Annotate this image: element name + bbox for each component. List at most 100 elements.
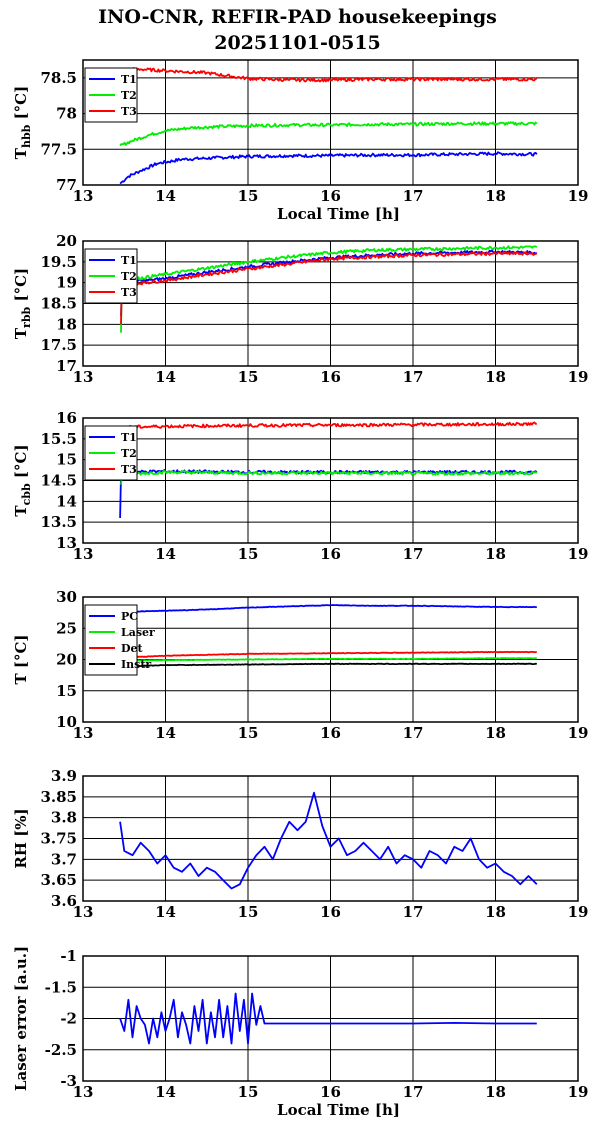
plot-frame [82, 775, 579, 902]
x-tick-label: 14 [155, 903, 176, 921]
x-tick-label: 15 [238, 187, 259, 205]
series-line-t1 [119, 468, 538, 519]
series-line-pc [119, 604, 537, 614]
y-tick-label: 77.5 [40, 140, 77, 158]
x-tick-label: 15 [238, 545, 259, 563]
legend-label-t2: T2 [121, 447, 137, 460]
y-tick-label: 25 [56, 619, 77, 637]
x-tick-label: 14 [155, 187, 176, 205]
x-tick-label: 18 [485, 1083, 506, 1101]
x-tick-label: 13 [73, 724, 94, 742]
y-tick-label: 15 [56, 682, 77, 700]
chart-panel-5: 3.6 3.65 3.7 3.75 3.8 3.85 3.9 13 14 15 16 17 18 19 RH… [12, 767, 588, 921]
y-tick-label: -3 [60, 1072, 77, 1090]
x-tick-label: 14 [155, 724, 176, 742]
chart-panel-2: 17 17.5 18 18.5 19 19.5 20 13 14 15 16 17 18 19 Trbb [… [12, 232, 588, 386]
chart-subtitle: 20251101-0515 [214, 32, 381, 54]
y-axis-label: RH [%] [12, 808, 30, 868]
x-tick-label: 13 [73, 903, 94, 921]
x-tick-label: 15 [238, 724, 259, 742]
series-line-t1 [119, 151, 538, 185]
x-tick-label: 19 [568, 903, 589, 921]
x-tick-label: 17 [403, 368, 424, 386]
x-tick-label: 13 [73, 368, 94, 386]
y-tick-label: 3.7 [51, 850, 77, 868]
y-tick-label: 3.65 [40, 871, 77, 889]
y-tick-label: 18 [56, 315, 77, 333]
legend: T1 T2 T3 [84, 67, 138, 123]
plot-frame [82, 417, 579, 544]
series-line-t3 [120, 67, 538, 83]
x-tick-label: 13 [73, 1083, 94, 1101]
y-tick-label: 20 [56, 651, 77, 669]
y-tick-label: 18.5 [40, 295, 77, 313]
x-tick-label: 18 [485, 187, 506, 205]
x-tick-label: 16 [320, 903, 341, 921]
x-tick-label: 13 [73, 187, 94, 205]
legend: T1 T2 T3 [84, 248, 138, 304]
series-line-det [120, 650, 537, 659]
legend-label-t1: T1 [121, 254, 137, 267]
x-tick-label: 15 [238, 903, 259, 921]
plot-frame [82, 955, 579, 1082]
y-tick-label: 3.6 [51, 892, 77, 910]
x-tick-label: 18 [485, 368, 506, 386]
y-tick-label: 17 [56, 357, 77, 375]
legend-label-t3: T3 [121, 463, 137, 476]
legend-label-pc: PC [121, 610, 138, 623]
y-tick-label: -1.5 [45, 978, 77, 996]
y-tick-label: 17.5 [40, 336, 77, 354]
y-axis-label: Thbb [°C] [12, 86, 33, 159]
legend-label-t3: T3 [121, 286, 137, 299]
x-tick-label: 17 [403, 1083, 424, 1101]
x-tick-label: 18 [485, 724, 506, 742]
y-tick-label: 19.5 [40, 253, 77, 271]
y-tick-label: 3.9 [51, 767, 77, 785]
series-line-t3 [120, 251, 538, 325]
x-tick-label: 18 [485, 903, 506, 921]
y-tick-label: 16 [56, 409, 77, 427]
legend-label-t1: T1 [121, 431, 137, 444]
y-tick-label: 19 [56, 274, 77, 292]
y-tick-label: 3.75 [40, 830, 77, 848]
y-tick-label: 30 [56, 588, 77, 606]
y-tick-label: 14.5 [40, 472, 77, 490]
x-tick-label: 17 [403, 903, 424, 921]
chart-panel-6: -3 -2.5 -2 -1.5 -1 13 14 15 16 17 18 19 Local Time [… [12, 946, 588, 1119]
x-tick-label: 19 [568, 724, 589, 742]
legend-label-t1: T1 [121, 73, 137, 86]
legend: T1 T2 T3 [84, 425, 138, 481]
x-tick-label: 15 [238, 368, 259, 386]
legend-label-t3: T3 [121, 105, 137, 118]
y-axis-label: Trbb [°C] [12, 268, 33, 339]
y-tick-label: -1 [60, 947, 77, 965]
legend-label-laser: Laser [121, 626, 155, 639]
x-tick-label: 18 [485, 545, 506, 563]
y-tick-label: 14 [56, 492, 77, 510]
legend-label-instr: Instr [121, 658, 151, 671]
x-tick-label: 17 [403, 724, 424, 742]
legend: PC Laser Det Instr [84, 604, 155, 676]
y-tick-label: 20 [56, 232, 77, 250]
x-tick-label: 17 [403, 187, 424, 205]
series-line-1 [119, 791, 538, 890]
series-line-laser [119, 657, 537, 662]
y-tick-label: 3.8 [51, 809, 77, 827]
x-tick-label: 16 [320, 187, 341, 205]
y-axis-label: T [°C] [12, 634, 30, 684]
chart-panel-1: 77 77.5 78 78.5 13 14 15 16 17 18 19 Local Time [h]… [12, 59, 588, 223]
x-tick-label: 16 [320, 545, 341, 563]
x-tick-label: 14 [155, 545, 176, 563]
y-tick-label: 13.5 [40, 513, 77, 531]
x-axis-label: Local Time [h] [277, 205, 400, 223]
x-tick-label: 16 [320, 1083, 341, 1101]
x-tick-label: 17 [403, 545, 424, 563]
legend-label-t2: T2 [121, 89, 137, 102]
series-line-t2 [120, 245, 538, 333]
y-tick-label: 78 [56, 105, 77, 123]
y-tick-label: 3.85 [40, 788, 77, 806]
chart-panel-3: 13 13.5 14 14.5 15 15.5 16 13 14 15 16 17 18 19 Tcbb [… [12, 409, 588, 563]
x-tick-label: 14 [155, 368, 176, 386]
x-tick-label: 19 [568, 1083, 589, 1101]
y-tick-label: 78.5 [40, 69, 77, 87]
